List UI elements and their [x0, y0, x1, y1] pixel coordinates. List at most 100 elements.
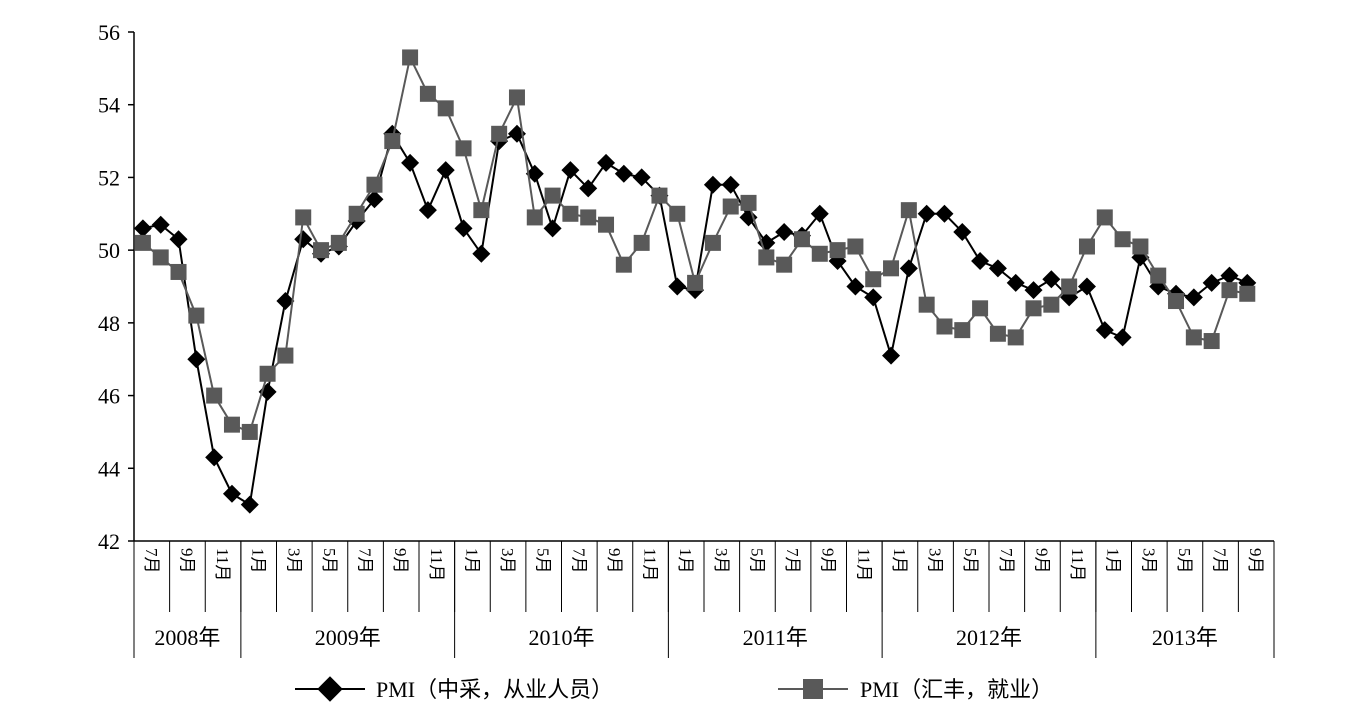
- x-month-label: 1月: [1104, 548, 1123, 574]
- series-1-point: [1024, 281, 1043, 300]
- series-1-point: [222, 484, 241, 503]
- series-1-point: [401, 153, 420, 172]
- legend-series-1-label: PMI（中采，从业人员）: [376, 677, 613, 702]
- x-month-label: 9月: [1032, 548, 1051, 574]
- x-month-label: 3月: [284, 548, 303, 574]
- x-month-label: 3月: [498, 548, 517, 574]
- series-2-point: [1168, 293, 1185, 310]
- x-month-label: 9月: [1246, 548, 1265, 574]
- series-1-point: [561, 161, 580, 180]
- series-2-point: [1025, 300, 1042, 317]
- series-1-point: [899, 259, 918, 278]
- series-2-point: [883, 260, 900, 277]
- series-1-point: [525, 164, 544, 183]
- x-month-label: 5月: [320, 548, 339, 574]
- series-1-point: [597, 153, 616, 172]
- series-2-point: [1078, 238, 1095, 255]
- y-tick-label: 50: [98, 238, 120, 263]
- x-month-label: 9月: [177, 548, 196, 574]
- x-month-label: 7月: [1211, 548, 1230, 574]
- series-2-point: [865, 271, 882, 288]
- x-month-label: 3月: [712, 548, 731, 574]
- series-1-point: [418, 201, 437, 220]
- x-month-label: 1月: [249, 548, 268, 574]
- series-1-point: [632, 168, 651, 187]
- series-2-point: [526, 209, 543, 226]
- series-1-point: [864, 288, 883, 307]
- x-year-label: 2008年: [154, 625, 220, 650]
- series-1-point: [276, 292, 295, 311]
- x-month-label: 7月: [783, 548, 802, 574]
- series-1-point: [971, 252, 990, 271]
- series-1-point: [721, 175, 740, 194]
- x-month-label: 11月: [854, 548, 873, 581]
- series-1-point: [1095, 321, 1114, 340]
- series-2-point: [918, 296, 935, 313]
- series-2-point: [402, 49, 419, 66]
- x-month-label: 1月: [462, 548, 481, 574]
- series-2-point: [241, 423, 258, 440]
- series-2-point: [455, 140, 472, 157]
- series-1-point: [1184, 288, 1203, 307]
- series-2-point: [295, 209, 312, 226]
- series-1-point: [1220, 266, 1239, 285]
- series-1-point: [828, 252, 847, 271]
- series-2-point: [811, 245, 828, 262]
- y-tick-label: 52: [98, 165, 120, 190]
- series-1-point: [1113, 328, 1132, 347]
- series-2-point: [687, 274, 704, 291]
- legend-series-2-label: PMI（汇丰，就业）: [860, 677, 1053, 702]
- x-month-label: 7月: [356, 548, 375, 574]
- series-2-point: [704, 234, 721, 251]
- series-1-point: [882, 346, 901, 365]
- x-year-label: 2013年: [1152, 625, 1218, 650]
- series-2-point: [1132, 238, 1149, 255]
- y-tick-label: 46: [98, 384, 120, 409]
- legend-series-1-marker: [317, 676, 343, 702]
- series-2-point: [330, 234, 347, 251]
- series-2-point: [277, 347, 294, 364]
- series-2-point: [847, 238, 864, 255]
- legend: PMI（中采，从业人员） PMI（汇丰，就业）: [295, 676, 1053, 702]
- series-2-point: [134, 234, 151, 251]
- series-1-point: [1077, 277, 1096, 296]
- series-2-point: [152, 249, 169, 266]
- series-2-point: [615, 256, 632, 273]
- x-month-label: 11月: [641, 548, 660, 581]
- series-2-point: [473, 202, 490, 219]
- series-2-point: [1185, 329, 1202, 346]
- series-1-point: [703, 175, 722, 194]
- series-2-point: [384, 133, 401, 150]
- x-month-label: 5月: [534, 548, 553, 574]
- series-2-point: [419, 85, 436, 102]
- x-month-label: 7月: [142, 548, 161, 574]
- series-1-point: [988, 259, 1007, 278]
- series-1-point: [133, 219, 152, 238]
- x-month-label: 3月: [1139, 548, 1158, 574]
- series-1-point: [775, 222, 794, 241]
- series-2-point: [259, 365, 276, 382]
- series-2-point: [936, 318, 953, 335]
- series-1-point: [614, 164, 633, 183]
- series-2-point: [1007, 329, 1024, 346]
- series-2-point: [722, 198, 739, 215]
- series-2-point: [1203, 333, 1220, 350]
- series-2-point: [1096, 209, 1113, 226]
- series-1-point: [454, 219, 473, 238]
- series-2-point: [188, 307, 205, 324]
- series-2-point: [170, 263, 187, 280]
- series-2-point: [1239, 285, 1256, 302]
- series-1-point: [757, 233, 776, 252]
- series-1-point: [205, 448, 224, 467]
- x-month-label: 5月: [747, 548, 766, 574]
- x-month-label: 7月: [569, 548, 588, 574]
- series-1-point: [953, 222, 972, 241]
- series-2-point: [972, 300, 989, 317]
- y-tick-label: 56: [98, 20, 120, 45]
- series-2-point: [1150, 267, 1167, 284]
- x-month-label: 5月: [1175, 548, 1194, 574]
- x-year-label: 2010年: [528, 625, 594, 650]
- x-month-label: 9月: [605, 548, 624, 574]
- series-1-point: [1042, 270, 1061, 289]
